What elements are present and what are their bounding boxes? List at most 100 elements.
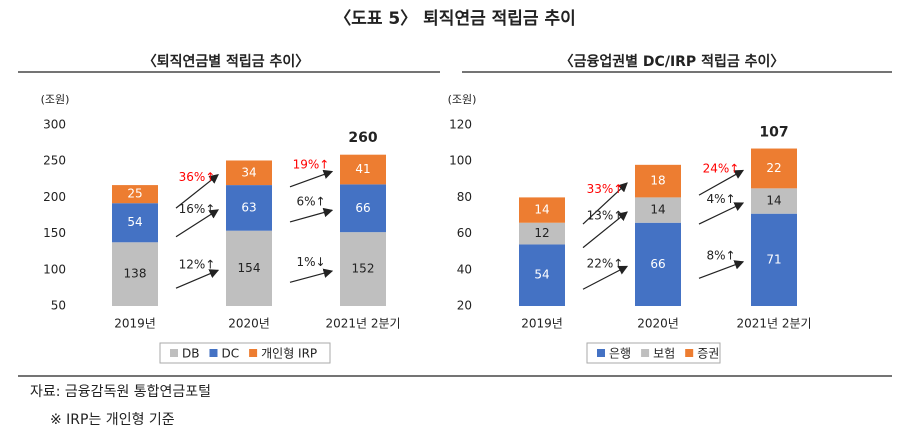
growth-label: 19%↑ xyxy=(293,158,330,172)
growth-arrow xyxy=(289,169,334,188)
chart-title: 〈퇴직연금별 적립금 추이〉 xyxy=(143,53,310,70)
y-tick-label: 100 xyxy=(449,154,472,168)
value-label: 14 xyxy=(766,194,781,208)
total-label: 107 xyxy=(759,125,788,141)
value-label: 22 xyxy=(766,161,781,175)
growth-label: 4%↑ xyxy=(706,192,735,206)
bar-segment xyxy=(519,197,565,223)
growth-label: 16%↑ xyxy=(179,202,216,216)
bar-segment xyxy=(112,185,158,204)
growth-arrow xyxy=(289,268,334,283)
value-label: 66 xyxy=(355,201,370,215)
total-label: 260 xyxy=(348,130,377,146)
y-tick-label: 200 xyxy=(43,190,66,204)
growth-arrow xyxy=(582,265,629,290)
bar-segment xyxy=(340,232,386,306)
y-tick-label: 150 xyxy=(43,226,66,240)
y-unit: (조원) xyxy=(41,93,70,106)
value-label: 54 xyxy=(534,268,549,282)
source: 자료: 금융감독원 통합연금포털 xyxy=(30,384,211,400)
value-label: 14 xyxy=(650,203,665,217)
value-label: 14 xyxy=(534,203,549,217)
legend-swatch xyxy=(597,349,605,357)
value-label: 138 xyxy=(124,267,147,281)
value-label: 41 xyxy=(355,162,370,176)
growth-label: 22%↑ xyxy=(587,256,624,270)
x-tick-label: 2020년 xyxy=(228,317,270,331)
y-tick-label: 20 xyxy=(457,299,472,313)
growth-arrow xyxy=(698,202,745,225)
x-tick-label: 2019년 xyxy=(114,317,156,331)
value-label: 154 xyxy=(238,261,261,275)
legend-swatch xyxy=(249,349,258,357)
bar-segment xyxy=(226,185,272,231)
legend-box xyxy=(586,342,721,364)
legend-label: 증권 xyxy=(697,347,719,361)
legend-swatch xyxy=(170,349,178,357)
growth-label: 1%↓ xyxy=(296,255,325,269)
legend-label: 은행 xyxy=(609,346,631,361)
x-tick-label: 2021년 2분기 xyxy=(736,317,811,331)
bar-segment xyxy=(751,213,797,306)
bar-segment xyxy=(635,197,681,223)
growth-label: 24%↑ xyxy=(703,161,740,175)
growth-label: 36%↑ xyxy=(179,170,216,184)
legend-label: 개인형 IRP xyxy=(261,347,317,361)
growth-arrow xyxy=(175,269,220,289)
growth-arrow xyxy=(698,260,745,279)
y-tick-label: 80 xyxy=(457,190,472,204)
value-label: 71 xyxy=(766,252,781,266)
growth-label: 33%↑ xyxy=(587,182,624,196)
y-tick-label: 120 xyxy=(449,118,472,132)
bar-segment xyxy=(519,222,565,245)
value-label: 152 xyxy=(352,262,375,276)
y-tick-label: 250 xyxy=(43,154,66,168)
x-tick-label: 2021년 2분기 xyxy=(325,317,400,331)
bar-segment xyxy=(519,244,565,306)
bar-segment xyxy=(112,242,158,306)
legend-label: DB xyxy=(182,347,199,361)
growth-label: 12%↑ xyxy=(179,258,216,272)
page-title: 〈도표 5〉 퇴직연금 적립금 추이 xyxy=(334,8,576,29)
growth-arrow xyxy=(175,209,220,238)
legend-label: 보험 xyxy=(653,347,675,361)
y-tick-label: 60 xyxy=(457,226,472,240)
legend-swatch xyxy=(209,349,218,357)
y-tick-label: 300 xyxy=(43,118,66,132)
bar-segment xyxy=(226,160,272,186)
legend-label: DC xyxy=(221,347,239,361)
bar-segment xyxy=(112,203,158,243)
legend-swatch xyxy=(685,349,694,357)
chart-title: 〈금융업권별 DC/IRP 적립금 추이〉 xyxy=(560,53,785,70)
bar-segment xyxy=(751,188,797,214)
legend-box xyxy=(159,342,331,364)
growth-arrow xyxy=(582,211,628,249)
value-label: 12 xyxy=(534,226,549,240)
bar-segment xyxy=(226,230,272,306)
value-label: 18 xyxy=(650,174,665,188)
growth-arrow xyxy=(698,169,745,196)
y-tick-label: 100 xyxy=(43,262,66,276)
y-tick-label: 40 xyxy=(457,262,472,276)
value-label: 34 xyxy=(241,165,256,179)
value-label: 63 xyxy=(241,200,256,214)
y-tick-label: 50 xyxy=(51,299,66,313)
value-label: 66 xyxy=(650,257,665,271)
bar-segment xyxy=(340,184,386,233)
growth-label: 8%↑ xyxy=(706,249,735,263)
value-label: 25 xyxy=(127,187,142,201)
value-label: 54 xyxy=(127,215,142,229)
growth-arrow xyxy=(582,182,628,225)
bar-segment xyxy=(635,164,681,198)
legend-swatch xyxy=(641,349,650,357)
growth-arrow xyxy=(175,174,219,209)
growth-arrow xyxy=(289,207,334,223)
note: ※ IRP는 개인형 기준 xyxy=(50,412,175,428)
x-tick-label: 2020년 xyxy=(637,317,679,331)
bar-segment xyxy=(340,154,386,185)
bar-segment xyxy=(635,222,681,306)
growth-label: 6%↑ xyxy=(296,195,325,209)
y-unit: (조원) xyxy=(448,93,477,106)
bar-segment xyxy=(751,148,797,189)
